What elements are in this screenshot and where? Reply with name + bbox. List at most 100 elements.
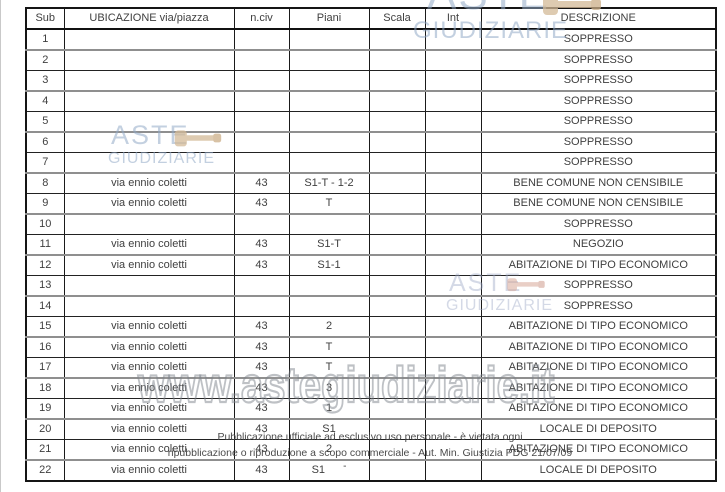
cell-scala — [368, 296, 426, 317]
cell-descrizione: ABITAZIONE DI TIPO ECONOMICO — [480, 337, 717, 358]
cell-nciv — [233, 275, 290, 297]
cell-piani: 2 — [288, 439, 370, 461]
cell-int — [424, 50, 482, 71]
table-row: 9 via ennio coletti 43 T BENE COMUNE NON… — [25, 193, 717, 215]
cadastral-units-table: Sub UBICAZIONE via/piazza n.civ Piani Sc… — [25, 7, 717, 482]
cell-ubicazione — [63, 296, 235, 317]
table-row: 18 via ennio coletti 43 3 ABITAZIONE DI … — [25, 378, 717, 399]
cell-int — [424, 337, 482, 358]
table-header-row: Sub UBICAZIONE via/piazza n.civ Piani Sc… — [25, 8, 717, 30]
cell-scala — [368, 132, 426, 153]
table-body: 1 SOPPRESSO 2 SOPPRESSO 3 SOPPRESSO 4 SO… — [25, 29, 717, 482]
cell-nciv: 43 — [233, 419, 290, 440]
cell-ubicazione — [63, 111, 235, 133]
cell-nciv — [233, 91, 290, 112]
cell-int — [424, 275, 482, 297]
cell-sub: 4 — [25, 91, 65, 112]
cell-int — [424, 398, 482, 420]
cell-descrizione: LOCALE DI DEPOSITO — [480, 419, 717, 440]
cell-scala — [368, 316, 426, 338]
cell-nciv — [233, 111, 290, 133]
column-header-scala: Scala — [368, 8, 426, 30]
cell-int — [424, 234, 482, 256]
column-header-piani: Piani — [288, 8, 370, 30]
table-row: 20 via ennio coletti 43 S1 LOCALE DI DEP… — [25, 419, 717, 440]
cell-piani: S1-T — [288, 234, 370, 256]
cell-nciv — [233, 152, 290, 174]
cell-sub: 7 — [25, 152, 65, 174]
cell-piani: S1-1 — [288, 255, 370, 276]
cell-nciv: 43 — [233, 316, 290, 338]
cell-int — [424, 111, 482, 133]
cell-sub: 21 — [25, 439, 65, 461]
cell-descrizione: ABITAZIONE DI TIPO ECONOMICO — [480, 398, 717, 420]
cell-int — [424, 419, 482, 440]
cell-nciv: 43 — [233, 173, 290, 194]
cell-int — [424, 91, 482, 112]
cell-piani: T — [288, 193, 370, 215]
cell-scala — [368, 173, 426, 194]
cell-sub: 6 — [25, 132, 65, 153]
cell-piani — [288, 50, 370, 71]
cell-sub: 1 — [25, 29, 65, 51]
cell-nciv: 43 — [233, 337, 290, 358]
cell-int — [424, 214, 482, 235]
cell-sub: 11 — [25, 234, 65, 256]
cell-scala — [368, 439, 426, 461]
cell-scala — [368, 275, 426, 297]
table-row: 21 via ennio coletti 43 2 ABITAZIONE DI … — [25, 439, 717, 461]
cell-sub: 9 — [25, 193, 65, 215]
table-row: 7 SOPPRESSO — [25, 152, 717, 174]
cell-ubicazione — [63, 275, 235, 297]
cell-piani: 1 — [288, 398, 370, 420]
cell-descrizione: SOPPRESSO — [480, 91, 717, 112]
cell-piani — [288, 70, 370, 92]
cell-scala — [368, 91, 426, 112]
cell-ubicazione: via ennio coletti — [63, 357, 235, 379]
cell-nciv: 43 — [233, 255, 290, 276]
table-row: 4 SOPPRESSO — [25, 91, 717, 112]
cell-ubicazione — [63, 214, 235, 235]
cell-sub: 8 — [25, 173, 65, 194]
cell-ubicazione: via ennio coletti — [63, 173, 235, 194]
cell-nciv: 43 — [233, 460, 290, 482]
cell-nciv — [233, 296, 290, 317]
cell-sub: 17 — [25, 357, 65, 379]
cell-sub: 15 — [25, 316, 65, 338]
cell-ubicazione: via ennio coletti — [63, 439, 235, 461]
cell-piani — [288, 132, 370, 153]
column-header-nciv: n.civ — [233, 8, 290, 30]
cell-int — [424, 378, 482, 399]
cell-sub: 10 — [25, 214, 65, 235]
cell-nciv: 43 — [233, 357, 290, 379]
cell-descrizione: SOPPRESSO — [480, 70, 717, 92]
cell-scala — [368, 255, 426, 276]
cell-int — [424, 316, 482, 338]
cell-ubicazione — [63, 132, 235, 153]
cell-piani — [288, 275, 370, 297]
cell-sub: 12 — [25, 255, 65, 276]
cell-nciv — [233, 70, 290, 92]
cell-scala — [368, 111, 426, 133]
table-row: 3 SOPPRESSO — [25, 70, 717, 92]
cell-sub: 18 — [25, 378, 65, 399]
cell-nciv — [233, 132, 290, 153]
cell-piani — [288, 214, 370, 235]
cell-piani: S1 — [288, 419, 370, 440]
cell-ubicazione: via ennio coletti — [63, 316, 235, 338]
cell-piani — [288, 152, 370, 174]
cell-descrizione: LOCALE DI DEPOSITO — [480, 460, 717, 482]
table-row: 15 via ennio coletti 43 2 ABITAZIONE DI … — [25, 316, 717, 338]
cell-ubicazione: via ennio coletti — [63, 398, 235, 420]
column-header-descrizione: DESCRIZIONE — [480, 8, 717, 30]
cell-ubicazione — [63, 70, 235, 92]
cell-int — [424, 439, 482, 461]
cell-scala — [368, 29, 426, 51]
column-header-sub: Sub — [25, 8, 65, 30]
cell-scala — [368, 70, 426, 92]
cell-descrizione: SOPPRESSO — [480, 111, 717, 133]
cell-nciv — [233, 214, 290, 235]
table-row: 8 via ennio coletti 43 S1-T - 1-2 BENE C… — [25, 173, 717, 194]
cell-ubicazione — [63, 91, 235, 112]
cell-scala — [368, 337, 426, 358]
